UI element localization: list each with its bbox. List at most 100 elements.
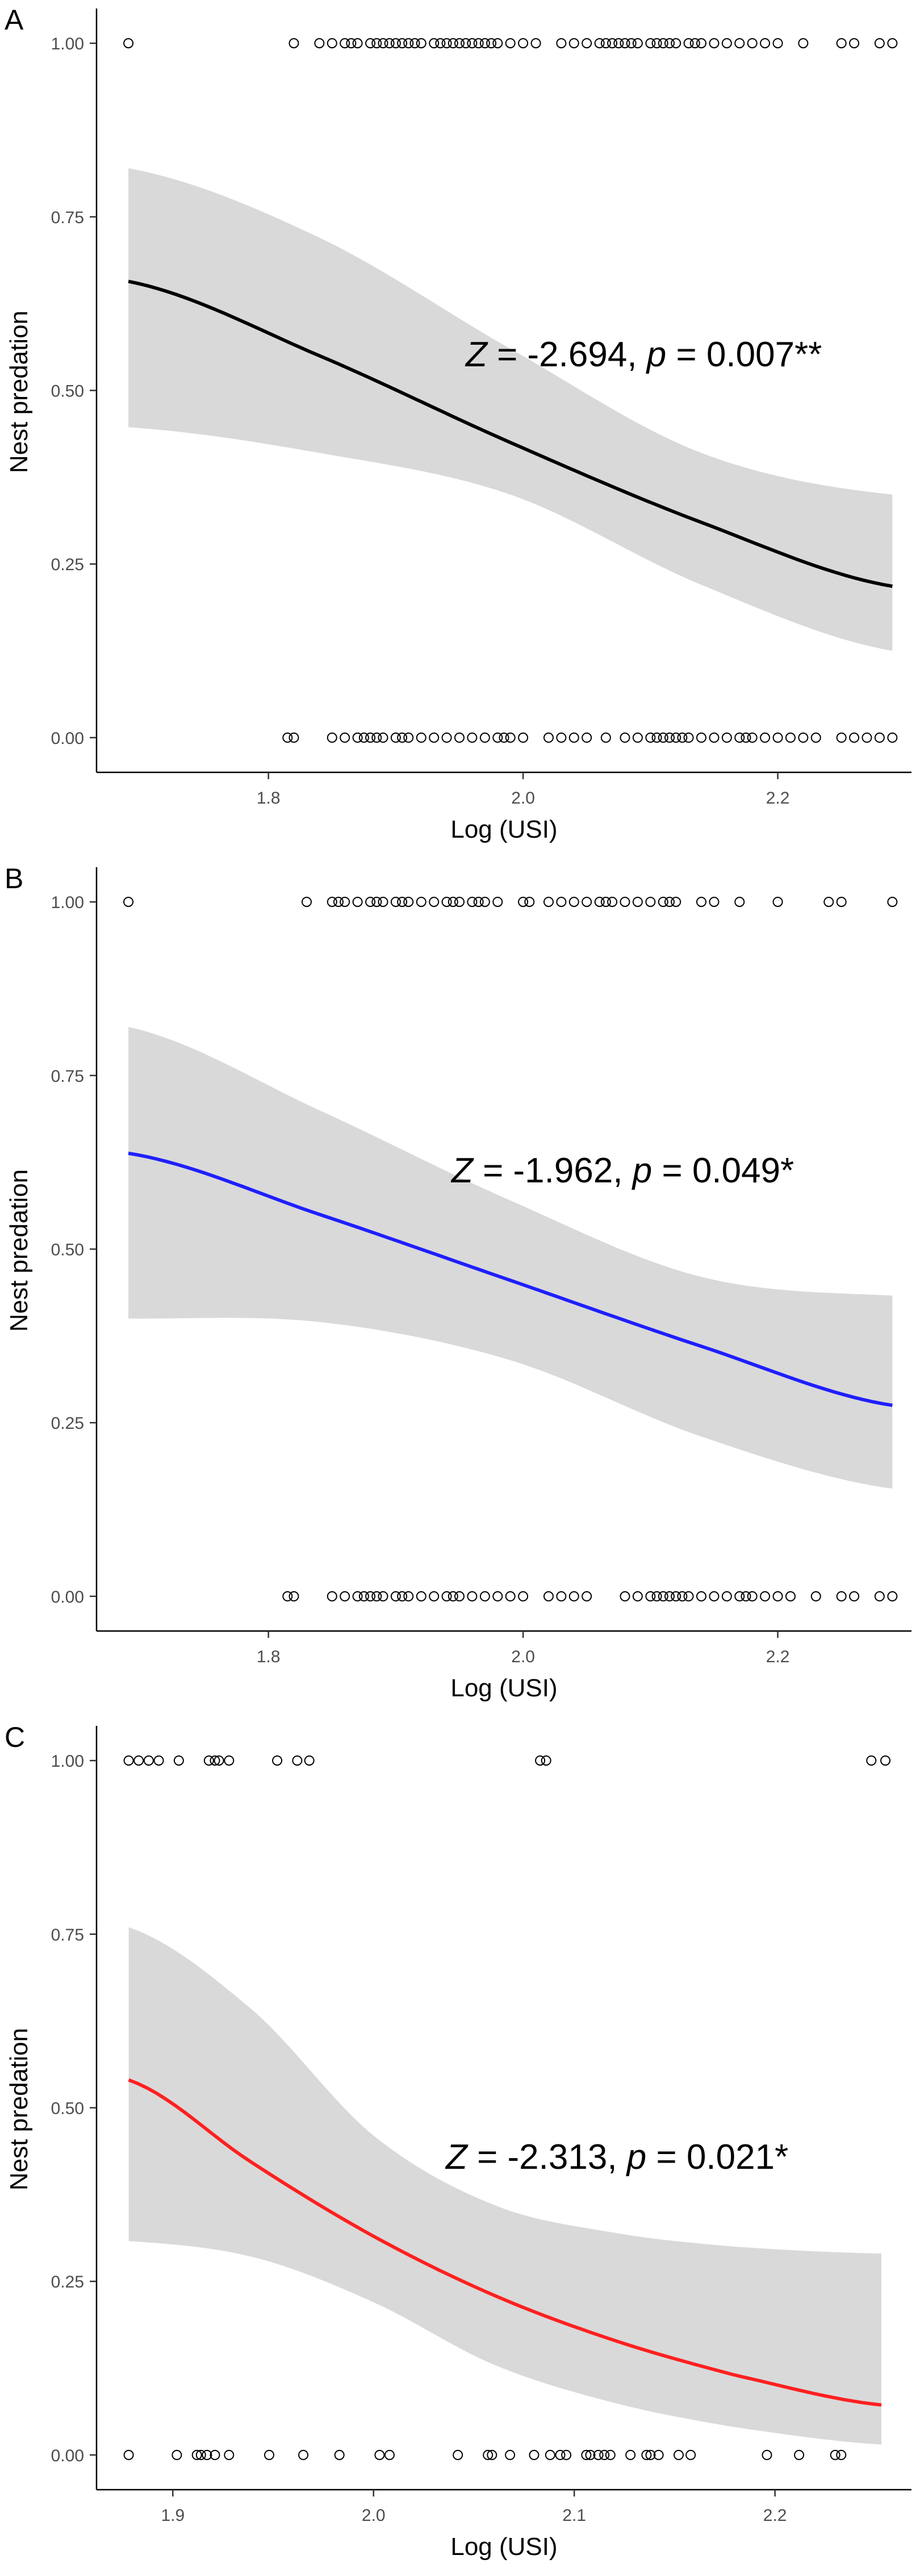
data-point-1 (447, 38, 458, 49)
data-point-1 (866, 1755, 877, 1766)
z-value: = -2.694, (487, 335, 647, 374)
data-point-1 (620, 897, 630, 908)
data-point-1 (304, 1755, 315, 1766)
data-point-1 (390, 897, 401, 908)
x-tick-label: 1.8 (257, 789, 281, 808)
data-point-1 (435, 38, 446, 49)
data-point-0 (487, 2449, 497, 2460)
data-point-0 (887, 732, 898, 743)
data-point-1 (486, 38, 497, 49)
data-point-1 (600, 38, 611, 49)
data-point-1 (568, 897, 579, 908)
data-point-0 (582, 1591, 592, 1601)
data-point-0 (683, 1591, 694, 1601)
confidence-band (128, 168, 893, 651)
data-point-1 (709, 897, 720, 908)
x-tick-label: 2.1 (562, 2506, 586, 2525)
x-tick-label: 2.0 (511, 789, 535, 808)
z-value: = -1.962, (473, 1151, 633, 1190)
data-point-0 (760, 732, 771, 743)
data-point-1 (397, 38, 408, 49)
data-point-0 (741, 1591, 751, 1601)
data-point-0 (568, 1591, 579, 1601)
data-point-0 (836, 1591, 847, 1601)
data-point-1 (403, 897, 414, 908)
z-symbol: Z (465, 335, 488, 374)
y-tick-label: 0.25 (51, 555, 84, 574)
data-point-1 (582, 897, 592, 908)
data-point-0 (620, 1591, 630, 1601)
x-tick-label: 2.0 (511, 1647, 535, 1666)
data-point-1 (651, 38, 662, 49)
data-point-1 (721, 38, 732, 49)
data-point-0 (441, 732, 452, 743)
chart-svg-a: A 0.00 0.25 0.50 0.75 1.00 1.8 2.0 2.2 Log (USI) N… (5, 4, 911, 843)
data-point-0 (210, 2449, 220, 2460)
data-point-1 (689, 38, 700, 49)
p-value: = 0.021* (646, 2138, 788, 2177)
data-point-0 (282, 1591, 293, 1601)
data-point-0 (674, 2449, 684, 2460)
data-point-0 (202, 2449, 212, 2460)
data-point-1 (327, 897, 337, 908)
x-tick-label: 1.9 (161, 2506, 185, 2525)
data-point-0 (658, 1591, 668, 1601)
data-point-0 (365, 732, 376, 743)
data-point-0 (441, 1591, 452, 1601)
data-point-1 (887, 897, 898, 908)
data-point-0 (874, 1591, 885, 1601)
data-point-1 (461, 38, 471, 49)
data-point-1 (530, 38, 541, 49)
x-tick-label: 2.2 (763, 2506, 787, 2525)
p-value: = 0.049* (652, 1151, 794, 1190)
fit-line (128, 279, 893, 588)
data-point-0 (492, 732, 503, 743)
x-axis-title: Log (USI) (450, 1674, 557, 1702)
data-point-0 (555, 2449, 566, 2460)
data-point-0 (327, 1591, 337, 1601)
data-point-0 (397, 1591, 408, 1601)
data-point-0 (467, 732, 478, 743)
data-point-0 (677, 1591, 688, 1601)
data-point-0 (685, 2449, 696, 2460)
data-point-0 (709, 1591, 720, 1601)
data-point-0 (721, 1591, 732, 1601)
data-point-1 (664, 38, 675, 49)
data-point-1 (671, 38, 681, 49)
data-point-1 (210, 1755, 220, 1766)
fit-line (128, 2078, 882, 2407)
data-point-0 (625, 2449, 636, 2460)
data-point-1 (365, 38, 376, 49)
data-point-1 (409, 38, 420, 49)
y-tick-label: 0.50 (51, 1241, 84, 1260)
x-tick-label: 2.2 (766, 789, 790, 808)
data-point-1 (454, 897, 465, 908)
data-point-0 (264, 2449, 274, 2460)
data-point-1 (302, 897, 312, 908)
data-point-0 (447, 1591, 458, 1601)
data-point-0 (874, 732, 885, 743)
data-point-1 (849, 38, 860, 49)
chart-panel-b: B 0.00 0.25 0.50 0.75 1.00 1.8 2.0 2.2 Log (USI) N… (0, 859, 916, 1717)
data-point-0 (645, 1591, 656, 1601)
data-point-0 (403, 1591, 414, 1601)
data-point-1 (556, 897, 567, 908)
data-point-1 (535, 1755, 546, 1766)
data-point-1 (214, 1755, 224, 1766)
data-point-0 (605, 2449, 616, 2460)
y-axis-title: Nest predation (5, 1169, 33, 1332)
data-point-0 (696, 732, 706, 743)
data-point-0 (651, 1591, 662, 1601)
data-point-0 (772, 732, 783, 743)
data-point-1 (543, 897, 554, 908)
data-point-1 (133, 1755, 144, 1766)
data-point-1 (123, 1755, 134, 1766)
y-axis-title: Nest predation (5, 311, 33, 473)
data-point-0 (384, 2449, 395, 2460)
data-point-0 (499, 732, 509, 743)
data-point-1 (340, 38, 350, 49)
data-point-0 (172, 2449, 182, 2460)
data-point-0 (762, 2449, 772, 2460)
data-point-1 (340, 897, 350, 908)
data-point-0 (568, 732, 579, 743)
